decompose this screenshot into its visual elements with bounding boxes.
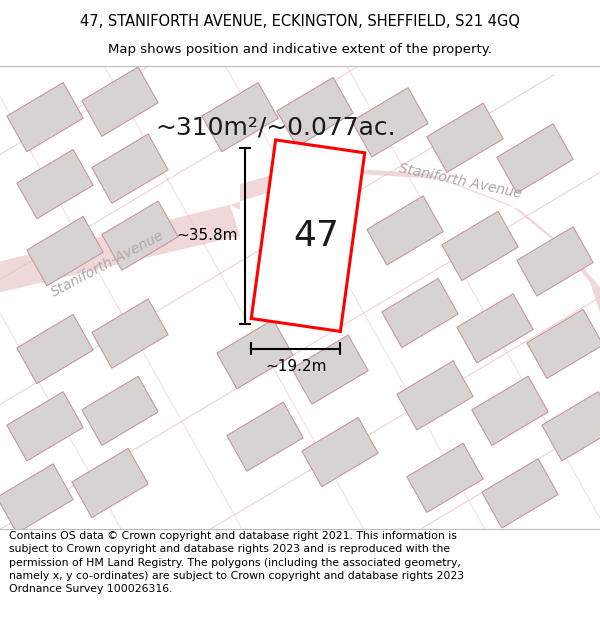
Text: Staniforth-Avenue: Staniforth-Avenue	[49, 228, 167, 299]
Polygon shape	[497, 124, 573, 193]
Polygon shape	[457, 294, 533, 363]
Text: Staniforth Avenue: Staniforth Avenue	[397, 161, 523, 201]
Polygon shape	[7, 392, 83, 461]
Polygon shape	[517, 227, 593, 296]
Text: ~310m²/~0.077ac.: ~310m²/~0.077ac.	[155, 116, 395, 139]
Text: Contains OS data © Crown copyright and database right 2021. This information is
: Contains OS data © Crown copyright and d…	[9, 531, 464, 594]
Polygon shape	[427, 103, 503, 172]
Polygon shape	[367, 196, 443, 265]
Polygon shape	[442, 211, 518, 281]
Polygon shape	[251, 140, 365, 331]
Text: 47, STANIFORTH AVENUE, ECKINGTON, SHEFFIELD, S21 4GQ: 47, STANIFORTH AVENUE, ECKINGTON, SHEFFI…	[80, 14, 520, 29]
Polygon shape	[17, 314, 93, 384]
Text: ~19.2m: ~19.2m	[265, 359, 326, 374]
Polygon shape	[277, 78, 353, 147]
Polygon shape	[17, 149, 93, 219]
Text: Map shows position and indicative extent of the property.: Map shows position and indicative extent…	[108, 42, 492, 56]
Polygon shape	[0, 205, 240, 292]
Polygon shape	[82, 376, 158, 446]
Polygon shape	[542, 392, 600, 461]
Polygon shape	[92, 134, 168, 203]
Polygon shape	[102, 201, 178, 270]
Polygon shape	[7, 82, 83, 152]
Polygon shape	[407, 443, 483, 512]
Polygon shape	[527, 309, 600, 379]
Polygon shape	[397, 361, 473, 430]
Polygon shape	[482, 459, 558, 528]
Text: 47: 47	[293, 219, 339, 253]
Polygon shape	[230, 169, 600, 313]
Polygon shape	[27, 216, 103, 286]
Polygon shape	[92, 299, 168, 368]
Text: ~35.8m: ~35.8m	[176, 228, 238, 243]
Polygon shape	[227, 402, 303, 471]
Polygon shape	[292, 335, 368, 404]
Polygon shape	[82, 67, 158, 136]
Polygon shape	[72, 448, 148, 518]
Polygon shape	[0, 464, 73, 533]
Polygon shape	[202, 82, 278, 152]
Polygon shape	[352, 88, 428, 157]
Polygon shape	[302, 418, 378, 487]
Polygon shape	[382, 278, 458, 348]
Polygon shape	[217, 319, 293, 389]
Polygon shape	[472, 376, 548, 446]
